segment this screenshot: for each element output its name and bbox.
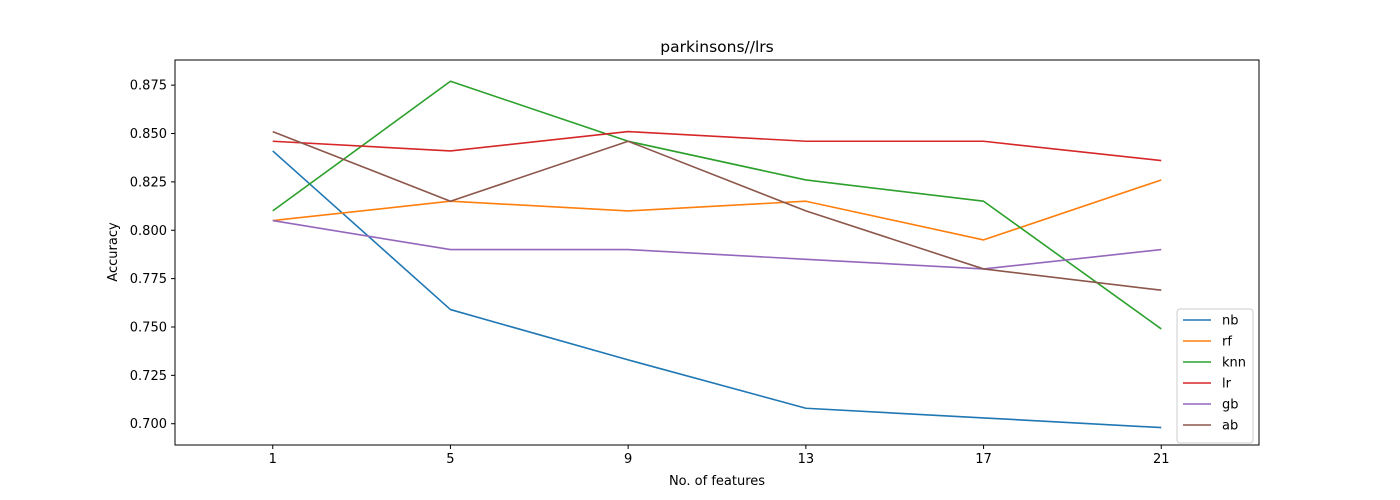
y-tick-label: 0.875 — [130, 79, 167, 94]
series-line-rf — [272, 179, 1162, 241]
x-tick-label: 5 — [446, 452, 454, 467]
legend-label-nb: nb — [1222, 314, 1239, 329]
legend: nb rf knn lr gb ab — [1176, 308, 1254, 444]
y-tick-label: 0.750 — [130, 320, 167, 335]
x-tick-label: 21 — [1153, 452, 1170, 467]
legend-label-lr: lr — [1222, 377, 1232, 392]
y-tick-label: 0.800 — [130, 224, 167, 239]
x-tick-label: 9 — [624, 452, 632, 467]
x-axis: 1 5 9 13 17 21 — [269, 445, 1170, 467]
plot-frame — [174, 59, 1260, 446]
y-tick-label: 0.725 — [130, 369, 167, 384]
y-tick-label: 0.850 — [130, 127, 167, 142]
x-tick-label: 17 — [975, 452, 992, 467]
x-axis-title: No. of features — [669, 474, 765, 489]
legend-label-rf: rf — [1222, 335, 1232, 350]
y-tick-label: 0.825 — [130, 175, 167, 190]
y-axis-title: Accuracy — [106, 222, 121, 282]
y-axis: 0.700 0.725 0.750 0.775 0.800 0.825 0.850 0.875 — [130, 79, 175, 432]
x-tick-label: 1 — [269, 452, 277, 467]
legend-label-knn: knn — [1222, 356, 1246, 371]
series-line-lr — [272, 130, 1162, 162]
legend-box — [1176, 308, 1254, 444]
series-line-ab — [272, 130, 1162, 292]
y-tick-label: 0.700 — [130, 417, 167, 432]
legend-label-gb: gb — [1222, 398, 1239, 413]
y-tick-label: 0.775 — [130, 272, 167, 287]
chart-title: parkinsons//lrs — [660, 38, 773, 56]
series-line-knn — [272, 80, 1162, 330]
x-tick-label: 13 — [798, 452, 815, 467]
series-line-nb — [272, 150, 1162, 429]
series-layer — [272, 80, 1162, 429]
legend-label-ab: ab — [1222, 419, 1238, 434]
series-line-gb — [272, 219, 1162, 270]
